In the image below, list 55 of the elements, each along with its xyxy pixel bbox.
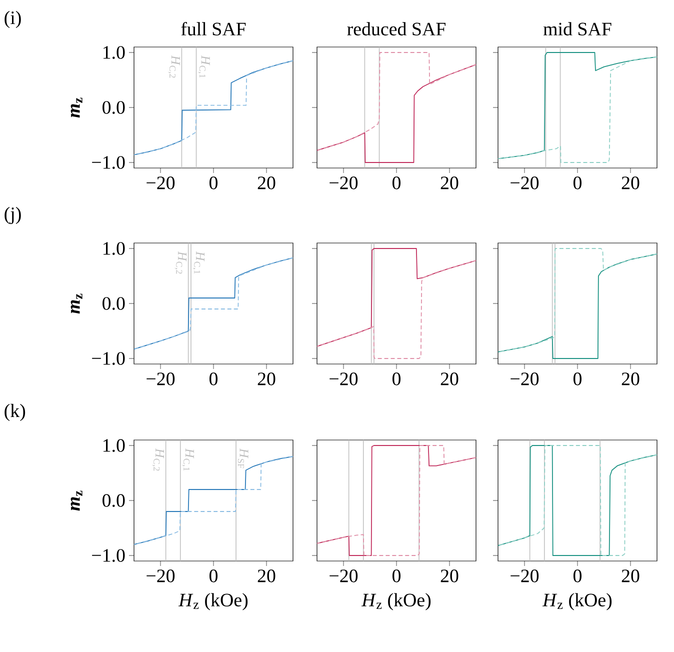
ref-line-label: H$_{C,1}$: [198, 55, 210, 78]
x-tick-label: −20: [510, 176, 539, 190]
ref-line-label: H$_{C,2}$: [152, 448, 164, 471]
x-tick-label: 0: [209, 176, 218, 190]
chart-title: reduced SAF: [347, 22, 446, 36]
x-tick-label: 20: [440, 372, 458, 386]
y-tick-label: −1.0: [92, 156, 125, 169]
x-tick-label: 20: [440, 176, 458, 190]
y-tick-label: 0.0: [102, 297, 125, 310]
chart-title: mid SAF: [543, 22, 612, 36]
x-tick-label: −20: [510, 372, 539, 386]
text: (j): [4, 206, 21, 224]
x-tick-label: 20: [622, 570, 640, 582]
x-tick-label: 20: [622, 372, 640, 386]
y-tick-label: 0.0: [102, 101, 125, 114]
x-tick-label: −20: [510, 570, 539, 582]
x-tick-label: 20: [440, 570, 458, 582]
ref-line-label: H$_{C,2}$: [168, 55, 180, 78]
x-tick-label: −20: [330, 372, 358, 386]
ref-line-label: H$_{C,1}$: [182, 448, 194, 471]
x-tick-label: 20: [258, 570, 276, 582]
x-tick-label: 0: [573, 570, 582, 582]
y-tick-label: −1.0: [92, 352, 125, 365]
ref-line-label: H$_{SF}$: [238, 448, 248, 468]
y-axis-title: m$_{z}$: [70, 294, 82, 314]
x-tick-label: −20: [330, 176, 358, 190]
x-tick-label: −20: [146, 176, 175, 190]
y-tick-label: 1.0: [103, 46, 125, 59]
x-tick-label: −20: [146, 570, 175, 582]
text: (k): [4, 404, 26, 422]
y-tick-label: 1.0: [103, 242, 125, 255]
chart-title: full SAF: [181, 22, 246, 36]
y-axis-title: m$_{z}$: [70, 98, 82, 118]
x-tick-label: 0: [573, 176, 582, 190]
x-tick-label: 0: [573, 372, 582, 386]
y-tick-label: −1.0: [92, 549, 125, 562]
y-tick-label: 0.0: [102, 494, 125, 507]
x-tick-label: 20: [258, 372, 276, 386]
x-axis-title: H$_{z}$ (kOe): [542, 593, 612, 610]
ref-line-label: H$_{C,1}$: [192, 251, 205, 274]
x-tick-label: 20: [258, 176, 276, 190]
x-tick-label: 20: [622, 176, 640, 190]
x-tick-label: −20: [146, 372, 175, 386]
x-tick-label: 0: [392, 372, 401, 386]
ref-line-label: H$_{C,2}$: [174, 251, 187, 274]
y-tick-label: 1.0: [103, 439, 125, 452]
x-tick-label: 0: [392, 176, 401, 190]
y-axis-title: m$_{z}$: [70, 490, 82, 511]
x-tick-label: −20: [330, 570, 358, 582]
x-tick-label: 0: [392, 570, 401, 582]
text: (i): [4, 10, 21, 28]
x-tick-label: 0: [209, 570, 218, 582]
x-tick-label: 0: [209, 372, 218, 386]
x-axis-title: H$_{z}$ (kOe): [178, 593, 248, 610]
x-axis-title: H$_{z}$ (kOe): [361, 593, 431, 610]
